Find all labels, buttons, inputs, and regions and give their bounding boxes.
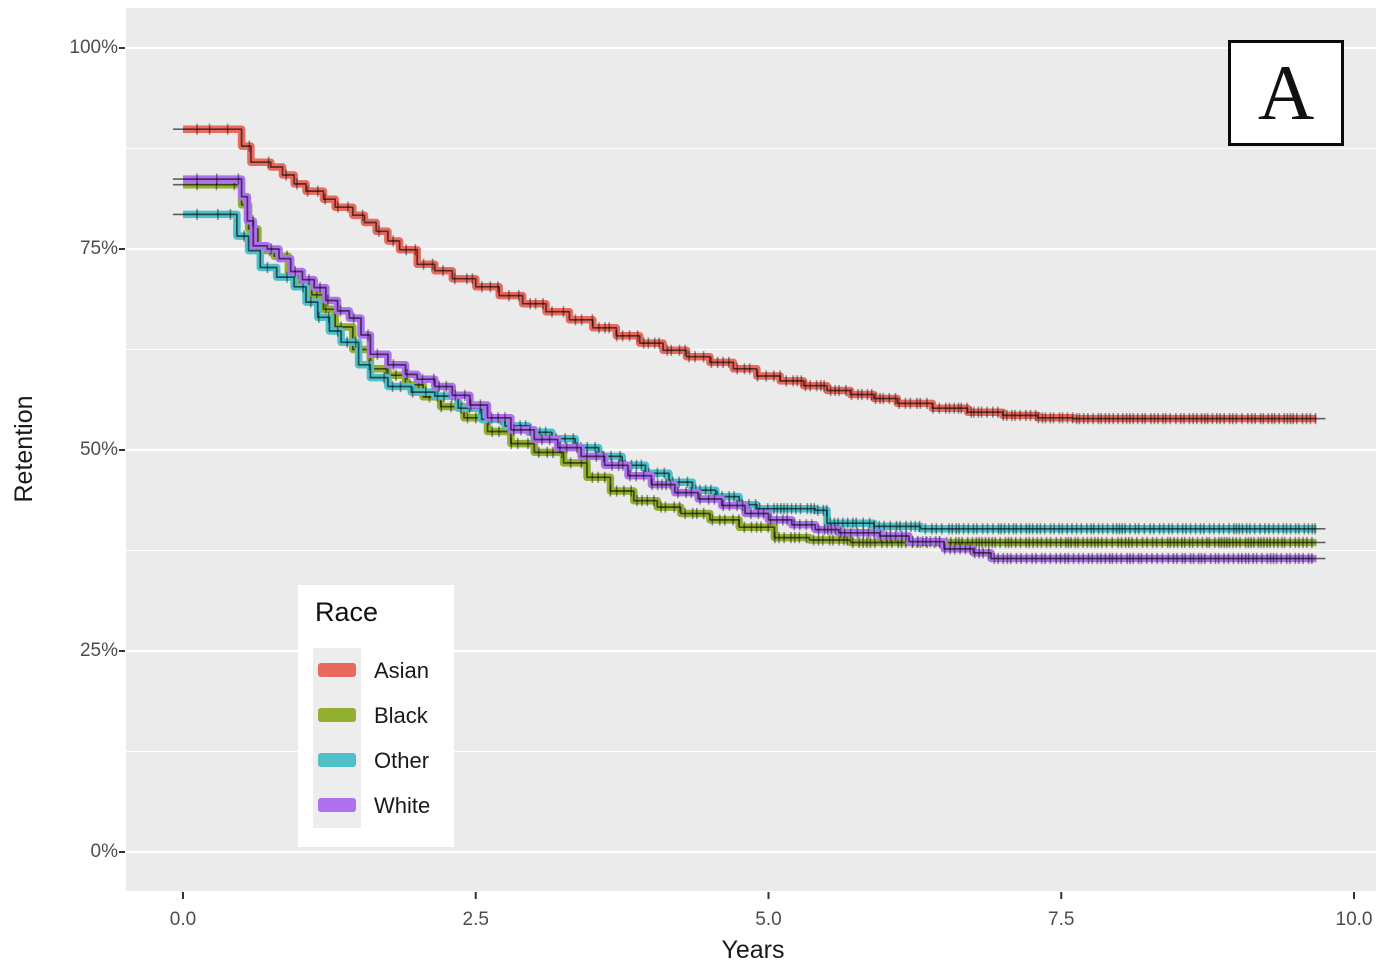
y-tick-label-75%: 75% [79,238,118,259]
x-axis-title: Years [721,936,785,964]
panel-label-a: A [1228,40,1344,146]
x-tick-label-5.0: 5.0 [755,909,782,930]
legend-swatch-other [318,753,356,767]
x-tick-label-0.0: 0.0 [169,909,197,930]
x-tick-label-2.5: 2.5 [462,909,489,930]
curve-centerline-white [183,178,1317,560]
legend-item-black: Black [313,693,453,738]
legend-swatch-white [318,798,356,812]
y-tick-label-0%: 0% [90,841,118,862]
legend-swatch-asian [318,663,356,677]
legend-item-asian: Asian [313,648,453,693]
curve-centerline-asian [183,128,1317,420]
legend-label-other: Other [374,748,430,773]
legend-title: Race [315,597,379,627]
x-tick-label-10.0: 10.0 [1335,909,1373,930]
y-tick-label-100%: 100% [69,37,118,58]
legend-swatch-black [318,708,356,722]
legend-key [313,648,361,693]
x-tick-label-7.5: 7.5 [1048,909,1075,930]
y-tick-label-50%: 50% [79,439,118,460]
legend-item-other: Other [313,738,453,783]
legend-key [313,783,361,828]
legend-label-asian: Asian [374,658,430,683]
y-tick-label-25%: 25% [79,640,118,661]
legend-key [313,693,361,738]
legend-key [313,738,361,783]
legend-item-white: White [313,783,453,828]
legend-race: Race Asian Black Other White [298,585,454,847]
legend-label-black: Black [374,703,428,728]
y-axis-title: Retention [10,395,38,503]
legend-label-white: White [374,793,431,818]
